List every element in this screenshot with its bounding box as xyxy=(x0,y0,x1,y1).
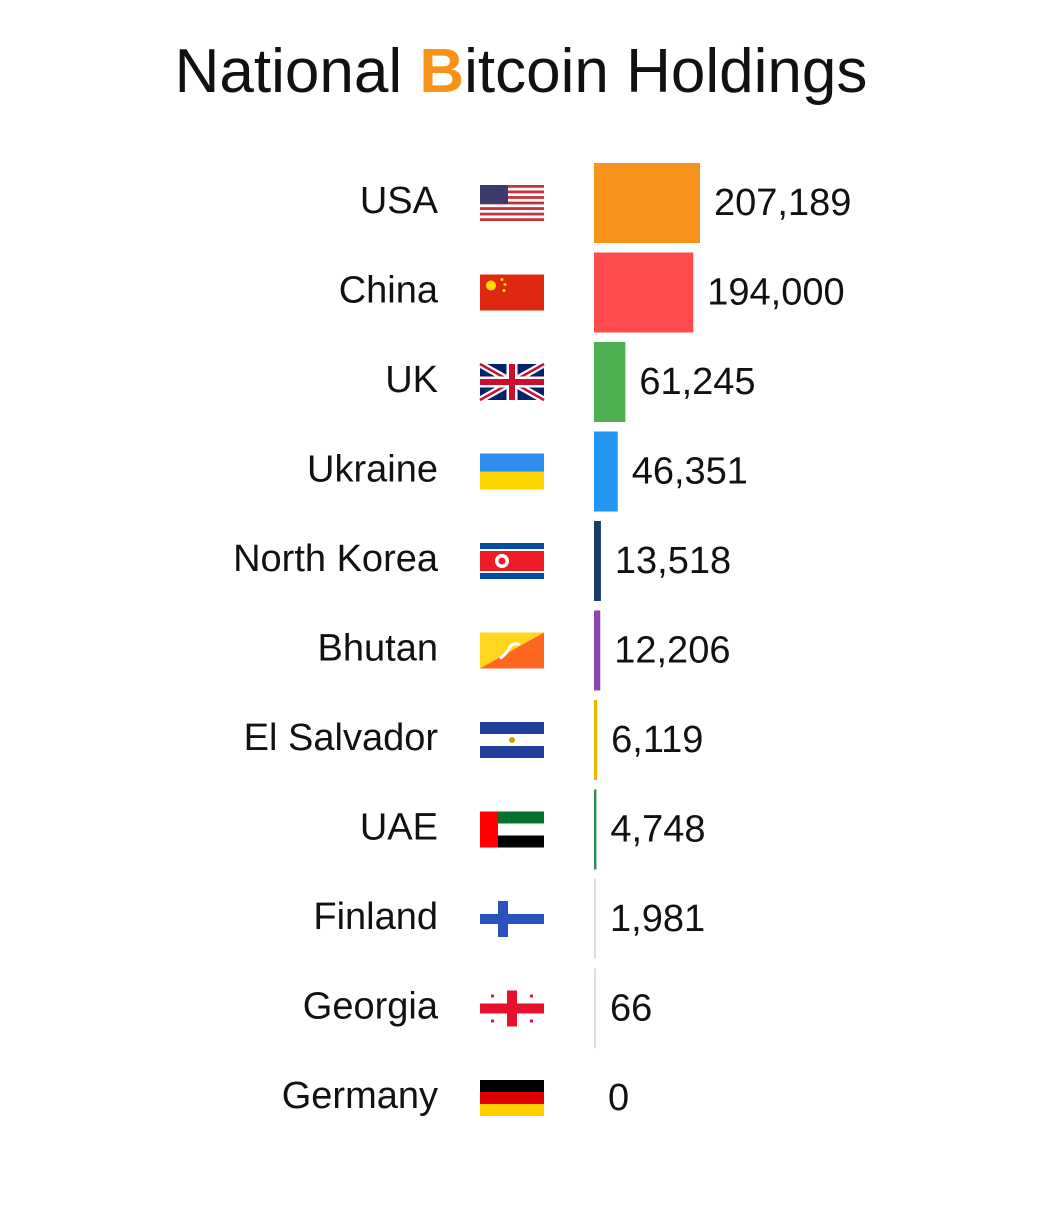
value-label: 194,000 xyxy=(707,272,844,314)
bar xyxy=(594,700,598,780)
value-label: 66 xyxy=(610,988,652,1030)
country-label: Bhutan xyxy=(318,628,438,670)
title-part: National xyxy=(175,37,420,106)
flag-part xyxy=(480,453,544,472)
flag-part xyxy=(480,207,544,210)
flag-part xyxy=(503,283,507,286)
flag-part xyxy=(480,196,544,199)
country-label: Georgia xyxy=(303,986,439,1028)
flag-part xyxy=(480,212,544,216)
bar xyxy=(594,789,597,870)
flag xyxy=(480,453,544,490)
flag-part xyxy=(502,289,506,292)
title-part: B xyxy=(419,37,464,106)
flag-part xyxy=(500,278,504,281)
bar xyxy=(594,342,626,422)
flag-part xyxy=(480,1003,544,1014)
flag xyxy=(478,360,546,404)
flag xyxy=(480,1080,544,1116)
flag xyxy=(480,185,544,221)
flag xyxy=(480,632,544,669)
bar xyxy=(594,431,618,512)
country-label: Germany xyxy=(282,1075,438,1117)
flag xyxy=(480,543,544,579)
flag-part xyxy=(480,1104,544,1116)
value-label: 4,748 xyxy=(610,809,705,851)
flag-part xyxy=(486,280,496,291)
bar xyxy=(594,252,694,333)
flag-part xyxy=(480,1092,544,1104)
flag-part xyxy=(480,632,544,669)
value-label: 1,981 xyxy=(610,898,705,940)
flag xyxy=(480,811,544,848)
flag-part xyxy=(480,914,544,924)
flag-part xyxy=(480,185,544,188)
country-label: El Salvador xyxy=(244,717,439,759)
value-label: 6,119 xyxy=(611,719,703,761)
country-label: North Korea xyxy=(233,538,439,580)
flag-part xyxy=(491,994,494,998)
bar xyxy=(594,163,700,243)
flag-part xyxy=(530,994,533,998)
title-part: itcoin Holdings xyxy=(464,37,867,106)
flag xyxy=(480,990,544,1027)
bar xyxy=(594,879,596,959)
country-label: China xyxy=(339,270,439,312)
country-label: Ukraine xyxy=(307,449,438,491)
flag-part xyxy=(491,1019,494,1023)
bar xyxy=(594,968,596,1049)
value-label: 12,206 xyxy=(614,630,730,672)
flag-part xyxy=(480,364,544,400)
country-label: UK xyxy=(385,359,438,401)
flag-part xyxy=(480,201,544,205)
value-label: 13,518 xyxy=(615,540,731,582)
value-label: 46,351 xyxy=(632,451,748,493)
bar xyxy=(594,521,601,601)
flag xyxy=(480,722,544,758)
flag xyxy=(480,901,544,937)
flag-part xyxy=(480,811,498,848)
flag xyxy=(480,274,544,311)
flag-part xyxy=(480,471,544,490)
flag-part xyxy=(480,551,544,571)
value-label: 207,189 xyxy=(714,182,851,224)
flag-part xyxy=(480,274,544,311)
chart-title: National Bitcoin Holdings xyxy=(175,37,868,106)
bar xyxy=(594,610,601,691)
country-label: UAE xyxy=(360,807,438,849)
value-label: 61,245 xyxy=(639,361,755,403)
flag-part xyxy=(480,185,508,204)
flag-part xyxy=(530,1019,533,1023)
flag-part xyxy=(480,1080,544,1092)
flag-part xyxy=(480,218,544,221)
country-label: Finland xyxy=(313,896,438,938)
value-label: 0 xyxy=(608,1077,629,1119)
flag-part xyxy=(480,190,544,194)
flag-part xyxy=(498,557,506,565)
flag-part xyxy=(509,737,515,743)
flag-part xyxy=(499,642,521,660)
country-label: USA xyxy=(360,180,439,222)
